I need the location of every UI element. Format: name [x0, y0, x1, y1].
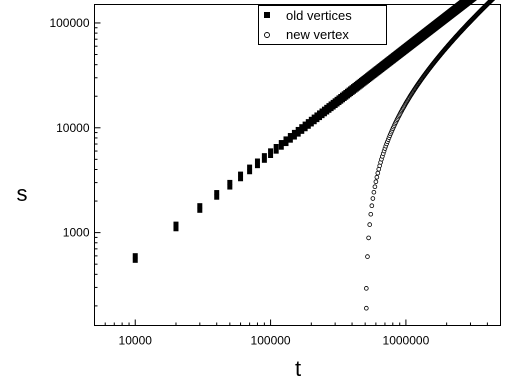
- new-vertex-point: [373, 179, 379, 185]
- new-vertex-point: [369, 203, 375, 209]
- old-vertex-point: [254, 163, 260, 169]
- new-vertex-point: [370, 196, 376, 201]
- plot-frame: [94, 4, 501, 326]
- old-vertex-point: [311, 114, 317, 120]
- old-vertex-point: [197, 203, 203, 209]
- old-vertex-point: [227, 184, 233, 190]
- new-vertex-point: [368, 211, 374, 217]
- old-vertex-point: [295, 131, 301, 137]
- new-vertex-point: [365, 254, 370, 259]
- old-vertex-point: [305, 119, 311, 125]
- old-vertex-point: [214, 190, 220, 196]
- y-tick-label: 100000: [49, 16, 89, 30]
- old-vertex-point: [314, 112, 320, 118]
- old-vertex-point: [287, 133, 293, 139]
- y-tick-label: 1000: [63, 226, 90, 240]
- old-vertex-point: [291, 129, 297, 135]
- old-vertex-point: [214, 194, 220, 200]
- old-vertex-point: [308, 121, 314, 127]
- x-tick-label: 10000: [119, 334, 153, 348]
- old-vertex-point: [308, 116, 314, 122]
- old-vertex-point: [261, 157, 267, 163]
- old-vertex-point: [317, 110, 323, 116]
- old-vertex-point: [283, 136, 289, 142]
- x-tick-label: 100000: [251, 334, 291, 348]
- old-vertex-point: [283, 141, 289, 147]
- tick-labels: 10000 100000 1000000 1000 10000 100000: [49, 16, 429, 348]
- old-vertex-point: [305, 123, 311, 129]
- old-vertex-point: [291, 134, 297, 140]
- old-vertex-point: [238, 176, 244, 182]
- old-vertex-point: [311, 119, 317, 125]
- old-vertex-point: [299, 128, 305, 134]
- old-vertex-point: [247, 164, 253, 170]
- old-vertex-point: [268, 153, 274, 159]
- old-vertex-point: [173, 226, 179, 232]
- new-vertex-point: [366, 235, 371, 241]
- legend-box: [258, 5, 387, 45]
- old-vertex-point: [302, 121, 308, 127]
- x-axis-title: t: [295, 356, 301, 381]
- old-vertex-point: [278, 144, 284, 150]
- old-vertex-point: [287, 137, 293, 143]
- legend-marker-new-vertex: [264, 32, 270, 38]
- old-vertex-point: [273, 144, 279, 150]
- old-vertex-point: [302, 126, 308, 132]
- old-vertex-point: [278, 140, 284, 146]
- series-new-vertex: [364, 0, 495, 311]
- legend-label-new-vertex: new vertex: [286, 27, 349, 42]
- y-axis-title: s: [17, 181, 28, 206]
- x-tick-label: 1000000: [383, 334, 430, 348]
- series-old-vertices: [132, 0, 477, 263]
- old-vertex-point: [295, 126, 301, 132]
- new-vertex-point: [374, 174, 380, 180]
- old-vertex-point: [314, 117, 320, 123]
- new-vertex-point: [364, 286, 369, 291]
- old-vertex-point: [254, 158, 260, 164]
- new-vertex-point: [375, 170, 381, 176]
- new-vertex-point: [364, 305, 369, 311]
- legend-marker-old-vertices: [264, 12, 270, 18]
- old-vertex-point: [132, 253, 138, 259]
- old-vertex-point: [197, 207, 203, 213]
- new-vertex-point: [367, 222, 372, 227]
- old-vertex-point: [261, 153, 267, 159]
- y-tick-label: 10000: [56, 121, 90, 135]
- old-vertex-point: [299, 124, 305, 130]
- old-vertex-point: [268, 148, 274, 154]
- legend-label-old-vertices: old vertices: [286, 8, 352, 23]
- old-vertex-point: [173, 221, 179, 227]
- axes-box: [94, 4, 501, 326]
- old-vertex-point: [317, 115, 323, 121]
- ticks: [94, 22, 488, 326]
- new-vertex-point: [371, 189, 377, 195]
- old-vertex-point: [273, 148, 279, 154]
- old-vertex-point: [227, 179, 233, 185]
- old-vertex-point: [238, 171, 244, 177]
- old-vertex-point: [247, 169, 253, 175]
- new-vertex-point: [372, 184, 378, 190]
- legend: old vertices new vertex: [258, 5, 387, 45]
- old-vertex-point: [132, 257, 138, 263]
